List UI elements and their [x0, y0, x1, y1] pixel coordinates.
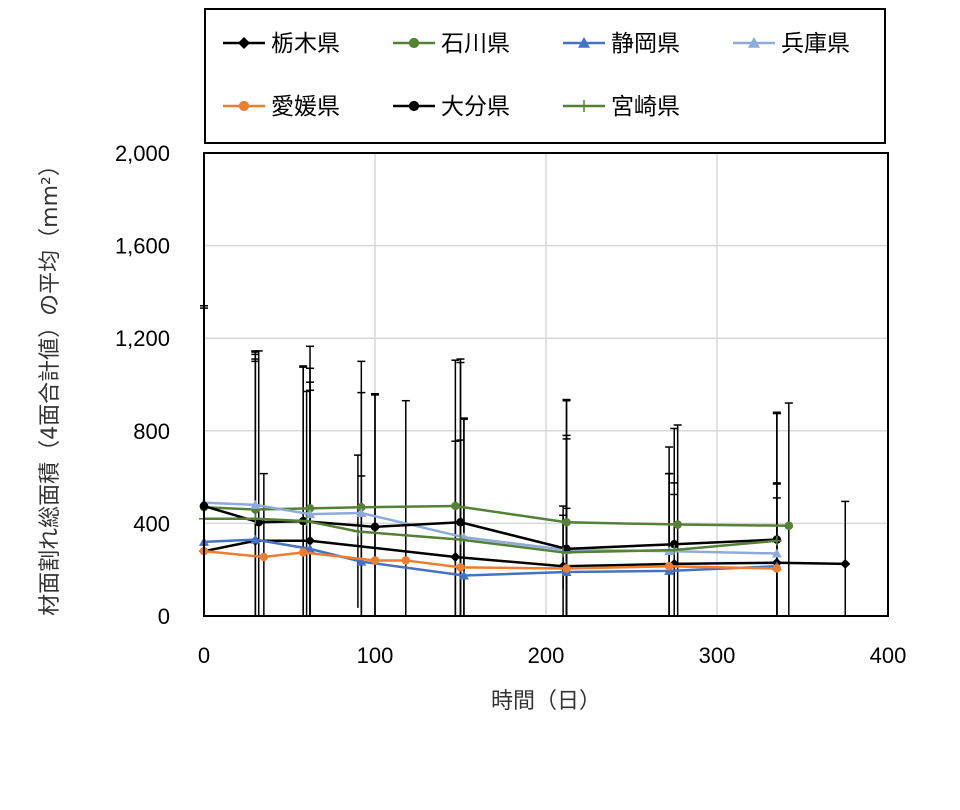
x-tick-label: 0 [198, 643, 210, 668]
series-line [203, 504, 789, 527]
data-point [673, 520, 682, 529]
x-tick-label: 300 [699, 643, 736, 668]
legend-entry: 静岡県 [563, 31, 680, 57]
data-point [357, 502, 366, 512]
legend-entry: 石川県 [393, 31, 510, 57]
data-point [840, 558, 851, 569]
y-tick-label: 2,000 [115, 141, 170, 166]
y-tick-label: 0 [158, 604, 170, 629]
plot-area-border [203, 152, 889, 617]
data-point [771, 548, 782, 558]
legend-marker [578, 100, 590, 112]
data-point [356, 507, 367, 517]
data-point [301, 516, 312, 527]
legend-label: 愛媛県 [271, 94, 340, 120]
legend-label: 宮崎県 [611, 94, 680, 120]
data-point [401, 556, 411, 565]
x-tick-label: 200 [528, 643, 565, 668]
legend-label: 石川県 [441, 31, 510, 57]
legend-label: 大分県 [441, 94, 510, 120]
legend-entry: 宮崎県 [563, 94, 680, 120]
legend-entry: 大分県 [393, 94, 510, 120]
data-point [456, 517, 465, 527]
data-point [305, 535, 316, 546]
data-point [670, 539, 679, 549]
legend-marker [408, 100, 420, 112]
y-tick-label: 1,200 [115, 326, 170, 351]
legend-label: 栃木県 [271, 31, 340, 57]
legend-label: 兵庫県 [781, 31, 850, 57]
legend-entry: 栃木県 [223, 31, 340, 57]
data-point [356, 556, 367, 566]
y-axis-ticks: 0 400 800 1,200 1,600 2,000 [115, 141, 170, 629]
legend-label: 静岡県 [611, 31, 680, 57]
data-point [772, 564, 782, 573]
series-line [203, 538, 777, 577]
legend-marker [748, 37, 760, 48]
data-point [458, 570, 469, 580]
legend-box [204, 8, 886, 144]
data-point [370, 522, 380, 532]
data-point [259, 552, 269, 562]
data-point [562, 564, 571, 573]
series-line [204, 517, 777, 554]
legend-marker [238, 100, 250, 112]
x-axis-title: 時間（日） [491, 689, 601, 714]
legend-marker [408, 37, 420, 49]
legend-entry: 愛媛県 [223, 94, 340, 120]
data-point [298, 548, 308, 557]
data-series [199, 497, 851, 580]
series-大分県 [199, 501, 782, 554]
data-point [450, 551, 461, 562]
data-point [305, 504, 315, 513]
y-tick-label: 1,600 [115, 234, 170, 259]
x-tick-label: 100 [357, 643, 394, 668]
legend-entry: 兵庫県 [733, 31, 850, 57]
data-point [669, 545, 680, 556]
data-point [784, 521, 794, 530]
legend-marker [238, 37, 250, 49]
data-point [771, 535, 782, 546]
data-point [455, 534, 466, 545]
y-tick-label: 400 [133, 511, 170, 536]
series-line [203, 504, 777, 551]
data-point [664, 561, 674, 571]
x-tick-label: 400 [870, 643, 907, 668]
data-point [451, 501, 460, 511]
series-愛媛県 [199, 546, 782, 573]
x-axis-ticks: 0 100 200 300 400 [198, 643, 906, 668]
data-point [370, 556, 380, 565]
data-point [562, 517, 571, 527]
legend-marker [578, 37, 590, 48]
data-point [305, 509, 316, 519]
data-point [250, 534, 261, 544]
y-tick-label: 800 [133, 419, 170, 444]
data-point [250, 499, 261, 509]
data-point [250, 513, 261, 524]
data-point [456, 563, 465, 572]
data-point [558, 547, 569, 558]
data-point [352, 526, 363, 537]
y-axis-title: 材面割れ総面積（4面合計値）の平均（mm²） [38, 154, 63, 616]
data-point [305, 543, 316, 553]
